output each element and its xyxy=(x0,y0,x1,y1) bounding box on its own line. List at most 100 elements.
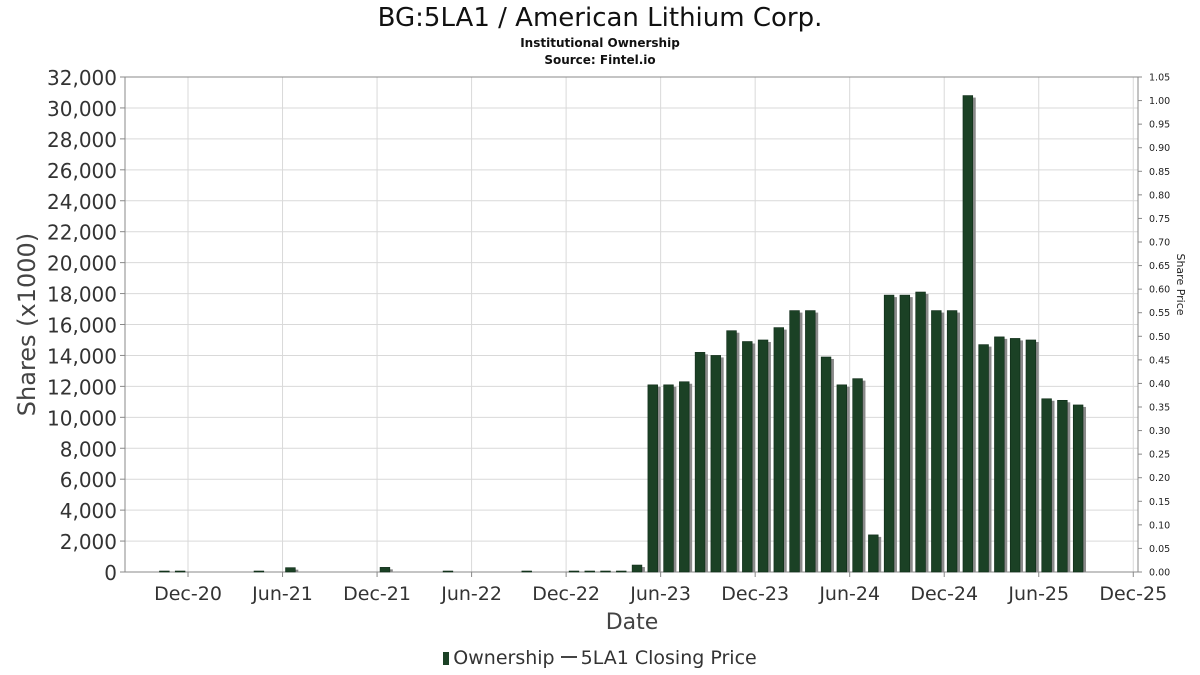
y2-tick-label: 0.85 xyxy=(1149,167,1170,178)
x-tick-label: Dec-23 xyxy=(721,583,789,605)
ownership-bar xyxy=(757,339,769,573)
ownership-bar xyxy=(915,291,926,573)
plot-border xyxy=(124,76,1139,573)
legend: Ownership 5LA1 Closing Price xyxy=(0,647,1200,669)
ownership-bar xyxy=(805,310,816,573)
ownership-bar xyxy=(962,95,974,573)
legend-price-label: 5LA1 Closing Price xyxy=(580,647,757,669)
y2-tick-label: 0.10 xyxy=(1149,520,1170,531)
ownership-bar xyxy=(710,355,721,573)
y2-tick-label: 0.65 xyxy=(1149,261,1170,272)
y-tick-label: 4,000 xyxy=(60,499,117,523)
ownership-bar xyxy=(442,570,454,573)
y2-tick-label: 0.15 xyxy=(1149,497,1170,508)
y2-tick-label: 0.20 xyxy=(1149,473,1170,484)
x-axis-title: Date xyxy=(606,610,659,635)
ownership-bar xyxy=(1009,338,1021,573)
y2-axis-title: Share Price xyxy=(1174,253,1187,315)
ownership-bar xyxy=(1072,404,1084,573)
x-tick-label: Jun-24 xyxy=(818,583,880,605)
x-tick-label: Jun-25 xyxy=(1007,583,1069,605)
ownership-bar xyxy=(174,570,186,573)
ownership-bar xyxy=(1025,339,1037,573)
chart-title: BG:5LA1 / American Lithium Corp. xyxy=(377,3,823,33)
x-tick-label: Jun-23 xyxy=(629,583,691,605)
y2-tick-label: 0.70 xyxy=(1149,238,1170,249)
y2-tick-label: 0.95 xyxy=(1149,120,1170,131)
chart-subtitle: Institutional Ownership xyxy=(520,36,680,50)
legend-ownership-swatch xyxy=(443,652,450,665)
y2-tick-label: 0.80 xyxy=(1149,190,1170,201)
ownership-bar xyxy=(994,336,1005,573)
x-tick-label: Dec-21 xyxy=(343,583,411,605)
y-tick-label: 20,000 xyxy=(47,252,117,276)
y-tick-label: 24,000 xyxy=(47,190,117,214)
ownership-bar xyxy=(616,570,627,573)
ownership-bar xyxy=(694,352,706,573)
ownership-bar xyxy=(379,567,391,573)
ownership-bar xyxy=(852,378,863,573)
x-tick-label: Dec-20 xyxy=(154,583,222,605)
y-tick-label: 8,000 xyxy=(60,437,117,461)
legend-price-line xyxy=(560,656,577,658)
y-tick-label: 0 xyxy=(104,561,117,585)
y-tick-label: 16,000 xyxy=(47,314,117,338)
ownership-bar xyxy=(647,384,658,573)
y2-tick-label: 0.90 xyxy=(1149,143,1170,154)
ownership-bar xyxy=(253,570,265,573)
x-tick-label: Jun-22 xyxy=(440,583,502,605)
ownership-bar xyxy=(584,570,595,573)
y-tick-label: 22,000 xyxy=(47,221,117,245)
y2-tick-label: 0.35 xyxy=(1149,403,1170,414)
ownership-bar xyxy=(285,567,296,573)
y-tick-label: 26,000 xyxy=(47,159,117,183)
ownership-bar xyxy=(663,384,674,573)
y-tick-label: 2,000 xyxy=(60,530,117,554)
y2-tick-label: 0.55 xyxy=(1149,308,1170,319)
y2-tick-label: 0.00 xyxy=(1149,568,1170,579)
ownership-bar xyxy=(726,330,737,573)
y-axis-title: Shares (x1000) xyxy=(13,233,41,416)
y2-tick-label: 0.40 xyxy=(1149,379,1170,390)
ownership-bar xyxy=(1041,398,1052,573)
ownership-bar xyxy=(521,570,532,573)
ownership-bar xyxy=(742,341,753,573)
y2-tick-label: 0.60 xyxy=(1149,285,1170,296)
ownership-bar xyxy=(789,310,800,573)
ownership-bar xyxy=(600,570,611,573)
y2-tick-label: 0.75 xyxy=(1149,214,1170,225)
ownership-bar xyxy=(773,327,784,573)
ownership-bar xyxy=(836,384,848,573)
ownership-bar xyxy=(978,344,989,573)
x-tick-label: Dec-25 xyxy=(1099,583,1167,605)
ownership-bar xyxy=(1057,399,1068,573)
ownership-bar xyxy=(568,570,580,573)
chart: 0 2,000 4,000 6,000 8,000 10,000 12,000 14,000 1… xyxy=(13,66,1187,635)
y-tick-label: 10,000 xyxy=(47,406,117,430)
y-tick-label: 6,000 xyxy=(60,468,117,492)
x-tick-label: Dec-22 xyxy=(532,583,600,605)
x-tick-label: Dec-24 xyxy=(910,583,978,605)
ownership-bar xyxy=(631,564,643,573)
ownership-bar xyxy=(159,570,170,573)
ownership-bar xyxy=(946,310,958,573)
y2-tick-label: 0.50 xyxy=(1149,332,1170,343)
y2-tick-label: 1.00 xyxy=(1149,96,1170,107)
y-tick-label: 30,000 xyxy=(47,97,117,121)
y2-tick-label: 0.05 xyxy=(1149,544,1170,555)
x-tick-label: Jun-21 xyxy=(251,583,313,605)
y2-tick-label: 1.05 xyxy=(1149,73,1170,84)
y-tick-label: 18,000 xyxy=(47,283,117,307)
y-tick-label: 14,000 xyxy=(47,344,117,368)
y2-tick-label: 0.45 xyxy=(1149,355,1170,366)
y-tick-label: 12,000 xyxy=(47,375,117,399)
chart-source: Source: Fintel.io xyxy=(544,53,656,67)
ownership-bar xyxy=(679,381,690,573)
y2-tick-label: 0.30 xyxy=(1149,426,1170,437)
ownership-bar xyxy=(883,294,895,573)
y2-tick-label: 0.25 xyxy=(1149,450,1170,461)
ownership-bar xyxy=(820,356,832,573)
y-tick-label: 32,000 xyxy=(47,66,117,90)
legend-ownership-label: Ownership xyxy=(453,647,555,669)
y-tick-label: 28,000 xyxy=(47,128,117,152)
